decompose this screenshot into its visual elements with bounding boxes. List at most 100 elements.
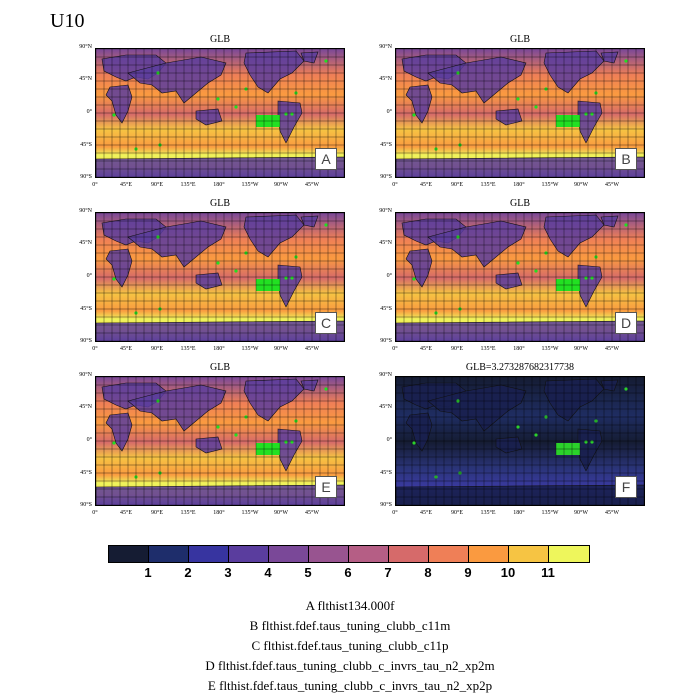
map-panel-f: GLB=3.273287682317738 F 90°N 45°N 0° 45°S 90… [379, 362, 645, 516]
colorbar-tick-label: 8 [424, 565, 432, 580]
longitude-label: 90°E [150, 346, 164, 352]
legend-line: C flthist.fdef.taus_tuning_clubb_c11p [251, 638, 449, 653]
map-panel-a: GLB A 90°N 45°N 0° 45°S 90°S 0° 45°E 90°E 135°E 1… [79, 34, 345, 188]
longitude-label: 45°E [119, 510, 133, 516]
colorbar-tick-label: 10 [500, 565, 516, 580]
latitude-label: 0° [386, 437, 392, 443]
panel-label: D [615, 312, 637, 334]
longitude-label: 135°W [241, 182, 259, 188]
map-area [395, 376, 645, 506]
colorbar-segment [509, 546, 549, 562]
latitude-label: 45°S [80, 142, 92, 148]
longitude-label: 180° [213, 510, 225, 516]
colorbar-tick-label: 7 [384, 565, 392, 580]
colorbar-segment [189, 546, 229, 562]
latitude-label: 45°S [380, 306, 392, 312]
longitude-label: 135°W [541, 182, 559, 188]
colorbar-tick-label: 1 [144, 565, 152, 580]
longitude-label: 135°E [180, 346, 196, 352]
longitude-label: 135°E [480, 346, 496, 352]
latitude-label: 90°S [380, 502, 392, 508]
longitude-label: 90°E [150, 510, 164, 516]
longitude-label: 135°E [480, 182, 496, 188]
longitude-label: 180° [513, 510, 525, 516]
latitude-label: 45°N [79, 404, 92, 410]
latitude-label: 45°S [80, 306, 92, 312]
legend-line: A flthist134.000f [305, 598, 395, 613]
latitude-label: 90°S [80, 338, 92, 344]
longitude-label: 90°E [450, 510, 464, 516]
latitude-label: 45°N [379, 404, 392, 410]
colorbar-tick-label: 9 [464, 565, 472, 580]
latitude-label: 90°N [79, 208, 92, 214]
colorbar-tick-label: 6 [344, 565, 352, 580]
panel-title: GLB [510, 34, 530, 45]
longitude-label: 180° [213, 182, 225, 188]
map-area [395, 212, 645, 342]
panel-title: GLB=3.273287682317738 [465, 362, 575, 373]
colorbar-segment [469, 546, 509, 562]
longitude-label: 45°W [604, 346, 620, 352]
panel-title: GLB [510, 198, 530, 209]
panel-title: GLB [210, 362, 230, 373]
map-panel-c: GLB C 90°N 45°N 0° 45°S 90°S 0° 45°E 90°E 135°E 1… [79, 198, 345, 352]
colorbar-segment [429, 546, 469, 562]
colorbar-segment [389, 546, 429, 562]
longitude-label: 90°W [273, 346, 289, 352]
figure-title: U10 [50, 10, 85, 32]
latitude-label: 90°N [379, 208, 392, 214]
longitude-label: 45°E [419, 510, 433, 516]
map-area [95, 48, 345, 178]
wind-map [396, 213, 644, 341]
longitude-label: 45°W [604, 510, 620, 516]
map-panel-b: GLB B 90°N 45°N 0° 45°S 90°S 0° 45°E 90°E 135°E 1… [379, 34, 645, 188]
latitude-label: 90°S [80, 502, 92, 508]
latitude-label: 45°N [379, 240, 392, 246]
longitude-label: 45°W [604, 182, 620, 188]
longitude-label: 135°E [480, 510, 496, 516]
panel-title: GLB [210, 34, 230, 45]
map-panel-d: GLB D 90°N 45°N 0° 45°S 90°S 0° 45°E 90°E 135°E 1… [379, 198, 645, 352]
longitude-label: 90°E [450, 182, 464, 188]
panel-label: F [615, 476, 637, 498]
colorbar-tick-label: 5 [304, 565, 312, 580]
legend-line: B flthist.fdef.taus_tuning_clubb_c11m [249, 618, 451, 633]
longitude-label: 135°W [241, 510, 259, 516]
longitude-label: 0° [392, 510, 398, 516]
longitude-label: 45°E [119, 182, 133, 188]
latitude-label: 45°N [379, 76, 392, 82]
latitude-label: 90°N [79, 44, 92, 50]
latitude-label: 0° [86, 109, 92, 115]
latitude-label: 90°N [379, 44, 392, 50]
latitude-label: 45°S [380, 470, 392, 476]
latitude-label: 0° [386, 109, 392, 115]
legend-line: E flthist.fdef.taus_tuning_clubb_c_invrs… [207, 678, 493, 693]
longitude-label: 0° [92, 510, 98, 516]
longitude-label: 90°W [573, 346, 589, 352]
latitude-label: 90°N [79, 372, 92, 378]
longitude-label: 0° [392, 182, 398, 188]
longitude-label: 90°W [573, 182, 589, 188]
longitude-label: 90°W [573, 510, 589, 516]
colorbar-segment [309, 546, 349, 562]
colorbar-segment [349, 546, 389, 562]
latitude-label: 0° [86, 437, 92, 443]
longitude-label: 45°E [119, 346, 133, 352]
longitude-label: 135°W [541, 346, 559, 352]
longitude-label: 45°W [304, 346, 320, 352]
latitude-label: 45°S [80, 470, 92, 476]
colorbar-segment [229, 546, 269, 562]
panel-label: A [315, 148, 337, 170]
colorbar [108, 545, 590, 563]
longitude-label: 45°W [304, 182, 320, 188]
panel-label: E [315, 476, 337, 498]
latitude-label: 90°N [379, 372, 392, 378]
latitude-label: 90°S [380, 174, 392, 180]
longitude-label: 180° [213, 346, 225, 352]
longitude-label: 90°E [150, 182, 164, 188]
longitude-label: 0° [92, 346, 98, 352]
latitude-label: 90°S [380, 338, 392, 344]
colorbar-tick-label: 2 [184, 565, 192, 580]
longitude-label: 180° [513, 346, 525, 352]
longitude-label: 135°W [541, 510, 559, 516]
